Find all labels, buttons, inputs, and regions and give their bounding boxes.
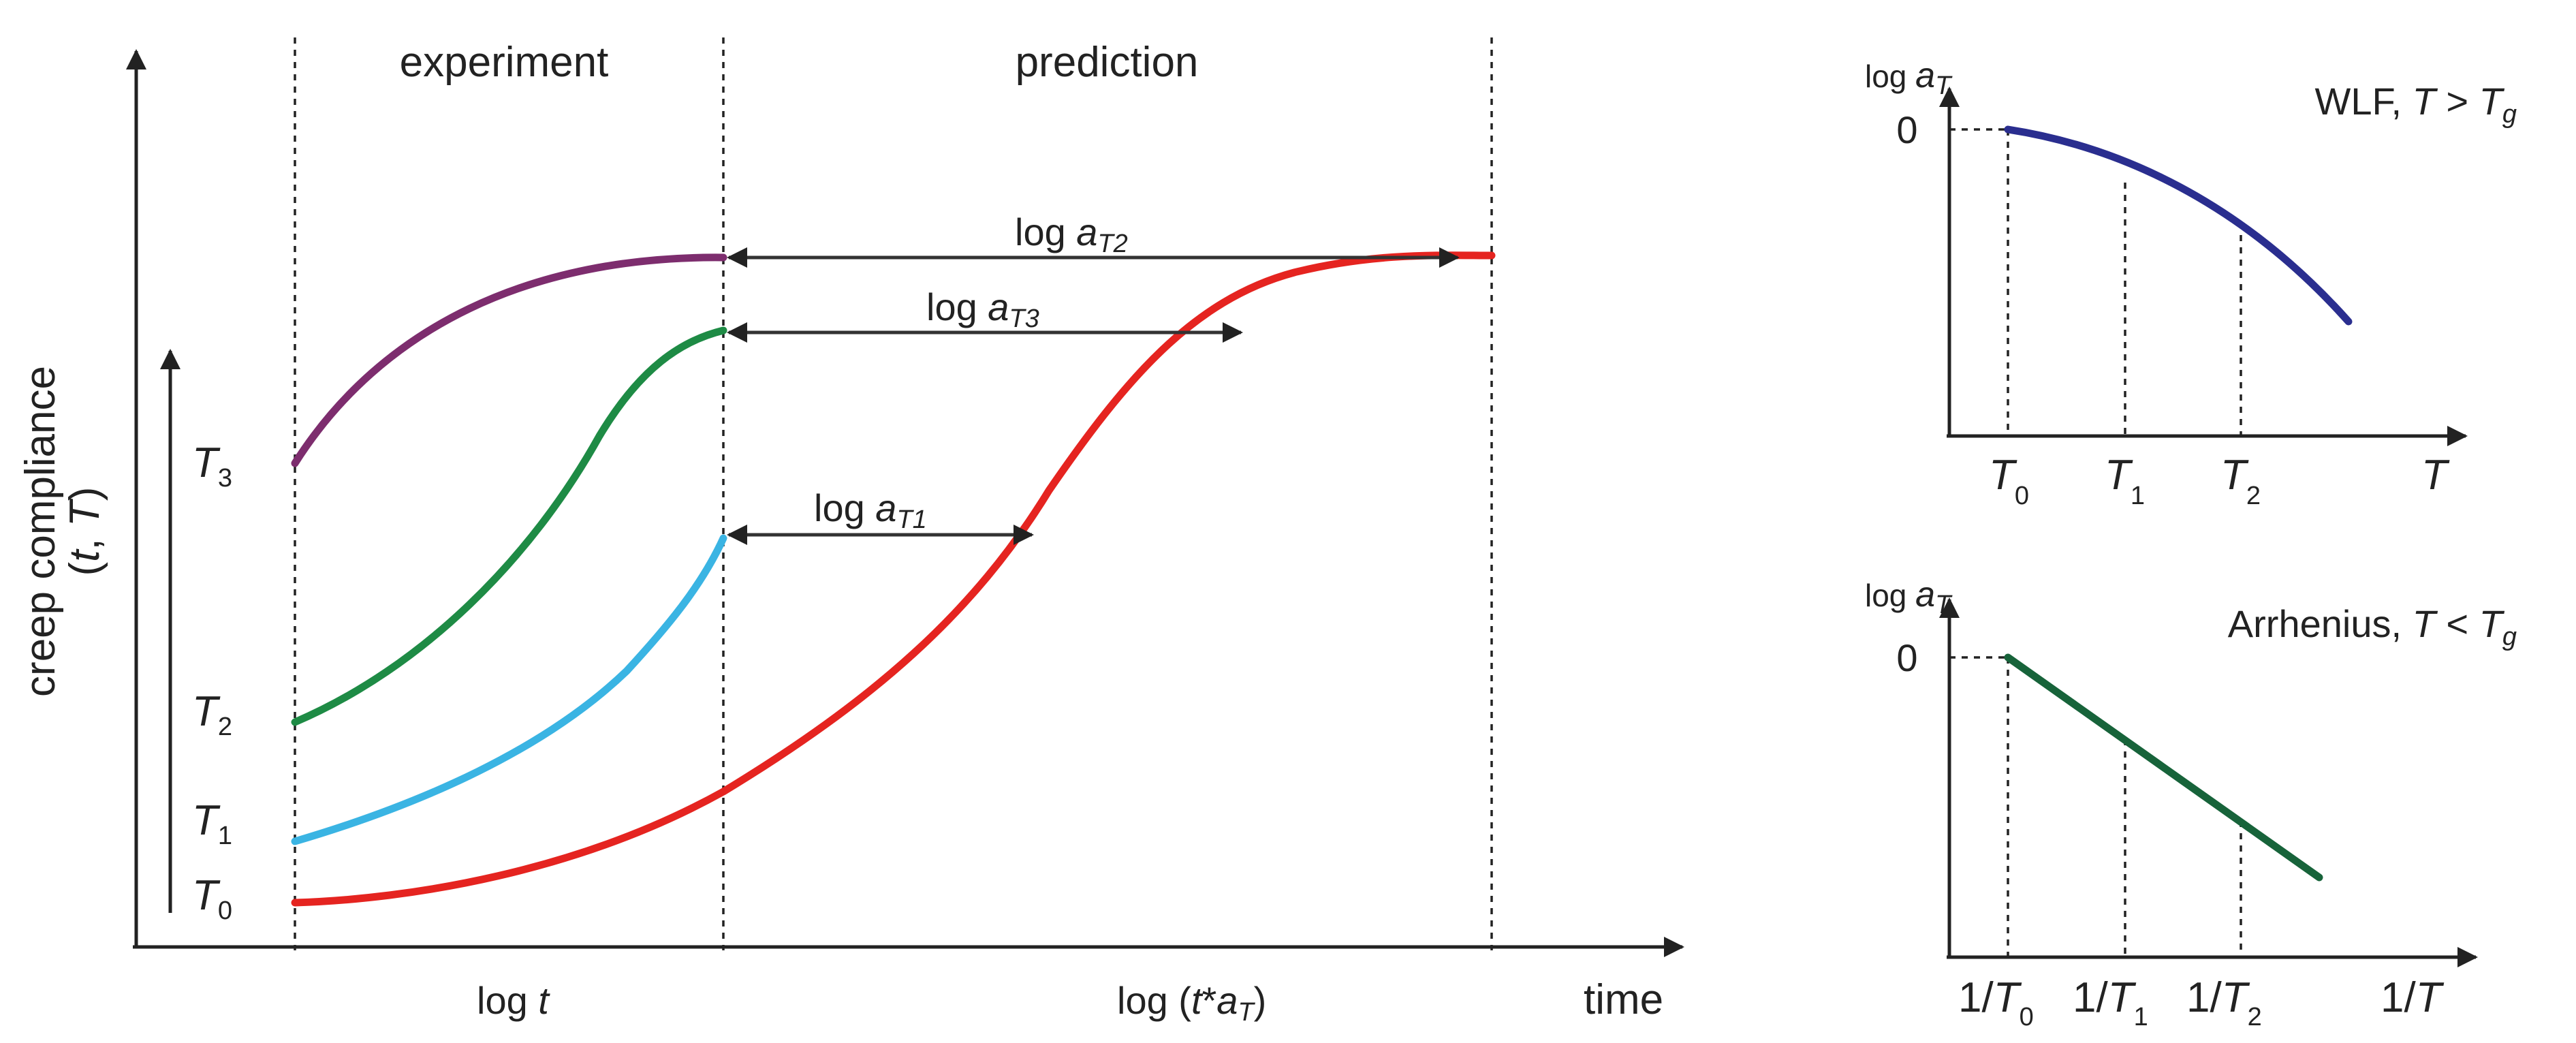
wlf-tick-T1: T1 <box>2105 452 2145 510</box>
arrhenius-tick-T2: 1/T2 <box>2186 974 2262 1031</box>
arrhenius-tick-T0: 1/T0 <box>1958 974 2034 1031</box>
wlf-tick-T0: T0 <box>1989 452 2029 510</box>
x-label-log-t: log t <box>477 979 550 1022</box>
arrhenius-y-label: log aT <box>1865 575 1953 619</box>
wlf-panel: log aT WLF, T > Tg 0 T0 T1 T2 T <box>1865 56 2517 510</box>
temp-label-T1: T1 <box>192 797 232 850</box>
main-panel: experiment prediction creep compliance (… <box>17 37 1684 1027</box>
wlf-curve <box>2004 125 2353 326</box>
temp-label-T3: T3 <box>192 439 232 493</box>
arrhenius-title: Arrhenius, T < Tg <box>2228 602 2517 651</box>
wlf-y-label: log aT <box>1865 56 1953 100</box>
arrhenius-line <box>2004 653 2323 882</box>
arrhenius-panel: log aT Arrhenius, T < Tg 0 1/T0 1/T1 1/T… <box>1865 575 2517 1031</box>
arrhenius-tick-T1: 1/T1 <box>2073 974 2148 1031</box>
curve-T1 <box>291 534 727 845</box>
curve-T3 <box>291 253 727 467</box>
y-axis-label-vars: (t, T) <box>61 487 108 576</box>
prediction-header: prediction <box>1016 39 1199 86</box>
curve-T2 <box>291 326 727 726</box>
wlf-zero-label: 0 <box>1896 108 1917 151</box>
shift-label-T1: log aT1 <box>814 486 927 534</box>
wlf-title: WLF, T > Tg <box>2314 80 2517 129</box>
experiment-header: experiment <box>400 39 609 86</box>
shift-label-T2: log aT2 <box>1015 211 1128 258</box>
wlf-tick-T2: T2 <box>2220 452 2261 510</box>
temp-label-T0: T0 <box>192 872 232 925</box>
x-label-time: time <box>1584 976 1663 1023</box>
y-axis-label: creep compliance <box>17 366 64 697</box>
arrhenius-zero-label: 0 <box>1896 636 1917 679</box>
shift-label-T3: log aT3 <box>926 285 1039 333</box>
arrhenius-x-label: 1/T <box>2381 974 2445 1021</box>
curve-T0-master <box>291 251 1496 907</box>
x-label-log-t-aT: log (t*aT) <box>1117 979 1266 1027</box>
temp-label-T2: T2 <box>192 688 232 741</box>
wlf-x-label: T <box>2421 452 2450 499</box>
